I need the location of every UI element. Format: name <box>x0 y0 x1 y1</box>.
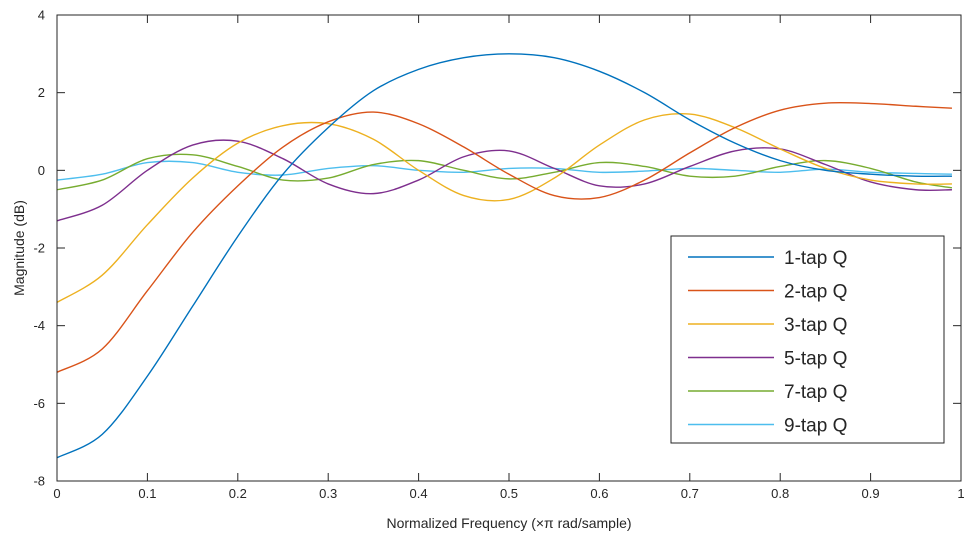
x-tick-label: 0.9 <box>862 486 880 501</box>
x-tick-label: 0.3 <box>319 486 337 501</box>
x-tick-label: 0.4 <box>410 486 428 501</box>
series-line-1-tap-q <box>56 53 952 459</box>
axis-ticks: 0 0.1 0.2 0.3 0.4 0.5 0.6 0.7 0.8 0.9 1 -8 -6 -4 -2 0 2 4 <box>33 8 964 502</box>
x-axis-title: Normalized Frequency (×π rad/sample) <box>386 515 631 531</box>
x-tick-label: 0.8 <box>771 486 789 501</box>
x-tick-label: 0 <box>53 486 60 501</box>
legend-label: 1-tap Q <box>784 248 847 269</box>
x-tick-label: 0.5 <box>500 486 518 501</box>
y-tick-label: -2 <box>33 241 45 256</box>
x-tick-label: 0.2 <box>229 486 247 501</box>
x-tick-label: 0.7 <box>681 486 699 501</box>
y-tick-label: 0 <box>38 163 45 178</box>
x-tick-label: 0.1 <box>138 486 156 501</box>
y-tick-label: 2 <box>38 85 45 100</box>
y-tick-label: -8 <box>33 474 45 489</box>
x-tick-label: 1 <box>957 486 964 501</box>
series-line-3-tap-q <box>56 112 952 303</box>
y-axis-title: Magnitude (dB) <box>11 200 27 296</box>
y-tick-label: -4 <box>33 318 45 333</box>
series-lines <box>56 53 953 459</box>
legend-label: 9-tap Q <box>784 416 847 437</box>
series-line-5-tap-q <box>56 139 952 222</box>
legend-label: 7-tap Q <box>784 382 847 403</box>
legend-label: 5-tap Q <box>784 349 847 370</box>
legend-label: 3-tap Q <box>784 315 847 336</box>
y-tick-label: 4 <box>38 8 45 23</box>
series-line-2-tap-q <box>56 101 952 373</box>
series-line-9-tap-q <box>56 160 952 181</box>
legend: 1-tap Q 2-tap Q 3-tap Q 5-tap Q 7-tap Q 9-tap… <box>670 235 945 444</box>
legend-box <box>670 235 945 444</box>
y-tick-label: -6 <box>33 396 45 411</box>
legend-label: 2-tap Q <box>784 282 847 303</box>
series-line-7-tap-q <box>56 153 953 191</box>
x-tick-label: 0.6 <box>590 486 608 501</box>
